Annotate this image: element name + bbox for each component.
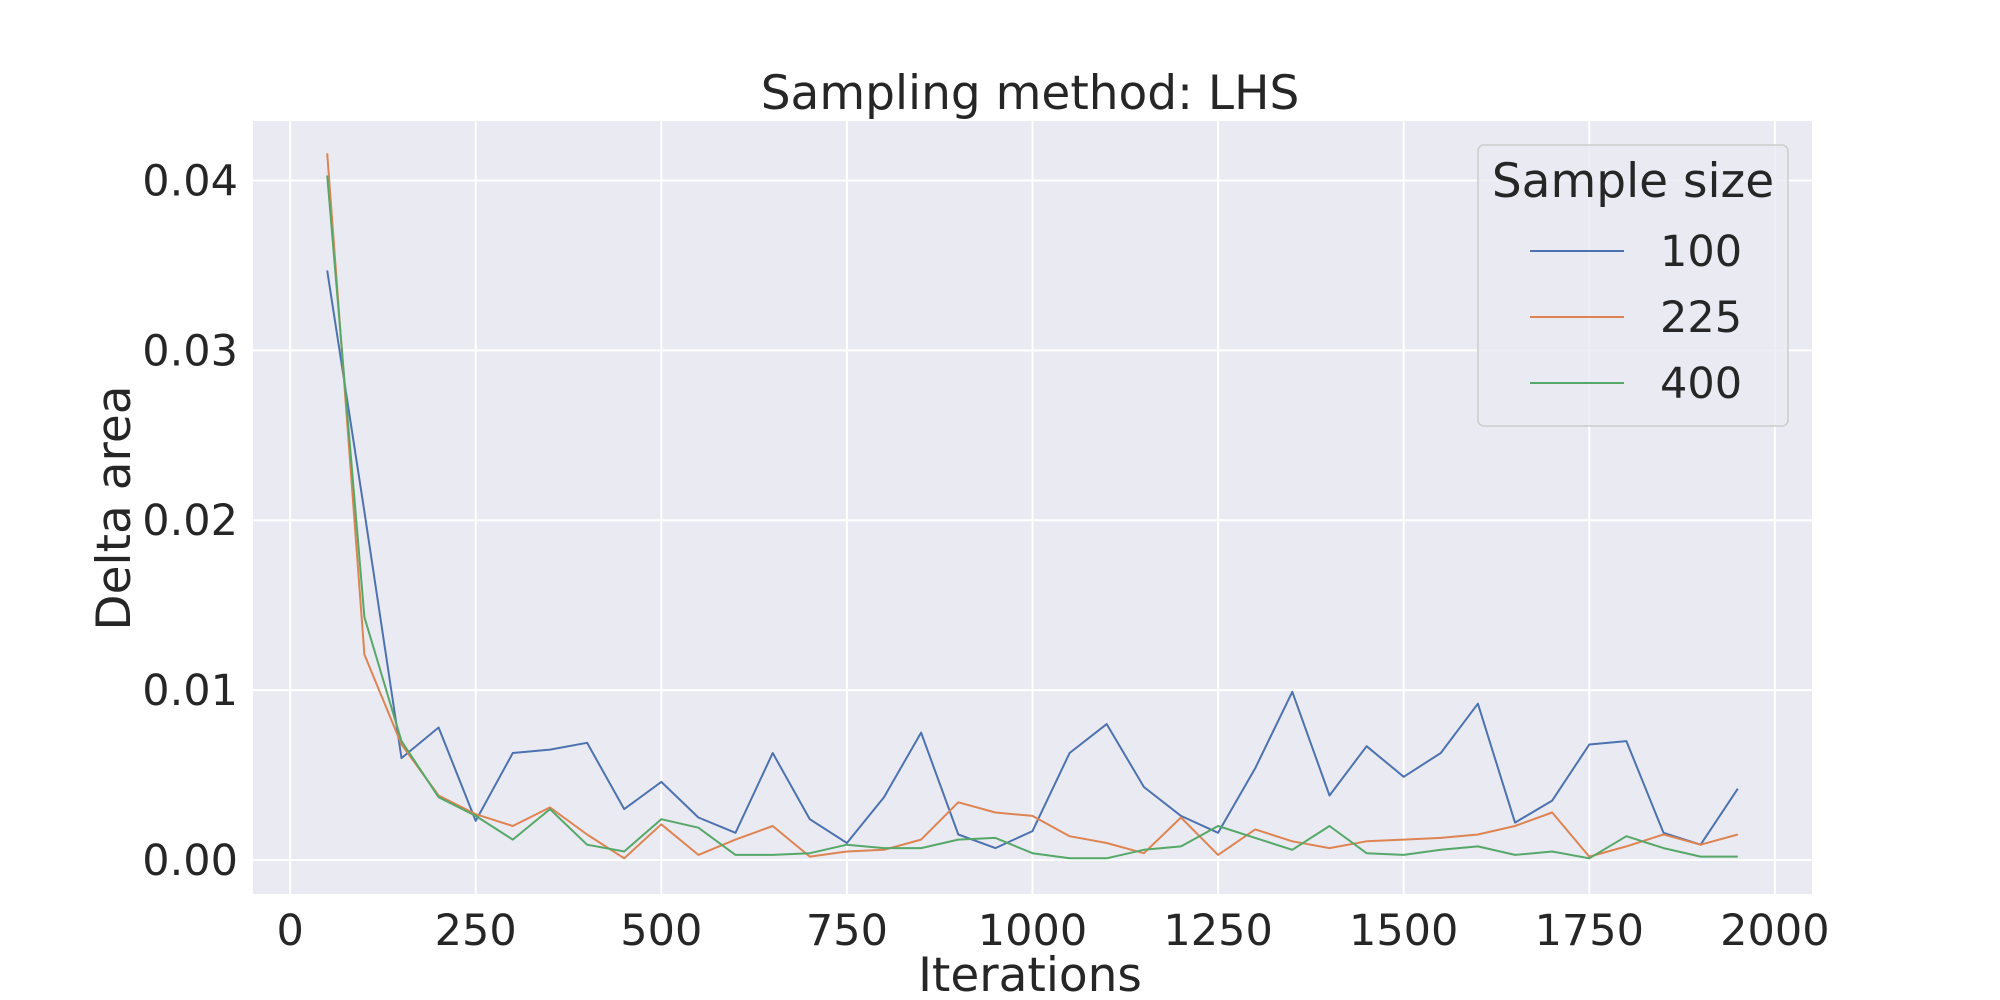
series-line-400 [326, 175, 1738, 860]
legend: Sample size 100 225 400 [1477, 144, 1789, 427]
legend-box [1477, 144, 1789, 427]
legend-label-400: 400 [1660, 359, 1742, 409]
y-tick-label: 0.00 [142, 836, 238, 886]
x-tick-label: 2000 [1720, 906, 1829, 956]
series-line-100 [326, 270, 1739, 850]
legend-label-100: 100 [1660, 227, 1742, 277]
y-tick-label: 0.01 [142, 666, 238, 716]
x-tick-label: 750 [806, 906, 888, 956]
x-tick-label: 250 [435, 906, 517, 956]
x-axis-label: Iterations [918, 948, 1142, 1000]
series-line-225 [326, 153, 1739, 860]
legend-label-225: 225 [1660, 293, 1742, 343]
x-tick-label: 1000 [978, 906, 1087, 956]
series-lines [326, 153, 1739, 860]
y-axis-label: Delta area [87, 385, 142, 630]
x-tick-label: 1750 [1535, 906, 1644, 956]
tick-labels: 0 250 500 750 1000 1250 1500 1750 2000 0.00 0.01 0.… [142, 156, 1829, 956]
y-tick-label: 0.03 [142, 326, 238, 376]
y-tick-label: 0.02 [142, 496, 238, 546]
x-tick-label: 1500 [1349, 906, 1458, 956]
chart-title: Sampling method: LHS [761, 66, 1300, 121]
x-tick-label: 0 [276, 906, 303, 956]
x-tick-label: 500 [620, 906, 702, 956]
y-tick-label: 0.04 [142, 156, 238, 206]
legend-title: Sample size [1492, 154, 1774, 209]
x-tick-label: 1250 [1163, 906, 1272, 956]
